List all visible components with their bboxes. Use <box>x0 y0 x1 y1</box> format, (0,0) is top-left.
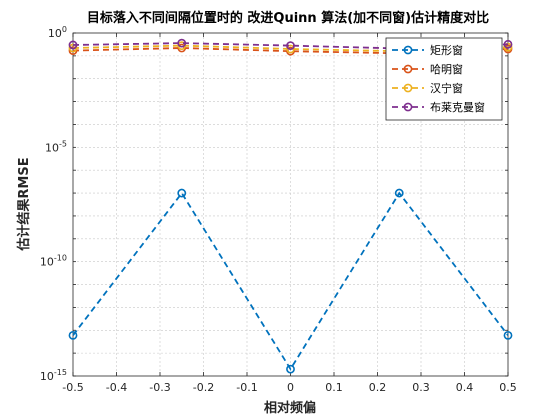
data-point <box>503 39 513 49</box>
legend-label: 汉宁窗 <box>430 81 463 95</box>
legend-swatch-marker <box>403 83 413 93</box>
x-tick-label: 0.3 <box>412 381 430 394</box>
y-tick-label: 10-10 <box>40 254 67 269</box>
legend-label: 矩形窗 <box>430 43 463 57</box>
data-point <box>68 330 78 340</box>
grid <box>73 33 508 376</box>
y-tick-labels: 100 10-5 10-10 10-15 <box>40 25 67 383</box>
series-line <box>72 191 509 371</box>
data-point <box>177 38 187 48</box>
data-point <box>394 188 404 198</box>
y-axis-label: 估计结果RMSE <box>16 157 32 251</box>
data-point <box>68 46 78 55</box>
data-point <box>503 42 513 52</box>
legend-swatch-marker <box>403 102 413 112</box>
data-point <box>286 41 295 51</box>
y-tick-label: 10-15 <box>40 368 67 383</box>
data-point <box>503 330 513 340</box>
x-tick-label: -0.2 <box>193 381 214 394</box>
x-tick-label: -0.4 <box>106 381 127 394</box>
x-tick-label: 0.5 <box>499 381 517 394</box>
data-point <box>68 40 78 50</box>
y-tick-label: 100 <box>48 25 67 40</box>
y-tick-label: 10-5 <box>45 139 67 154</box>
x-tick-label: -0.1 <box>236 381 257 394</box>
data-point <box>286 364 295 374</box>
x-tick-label: 0.2 <box>369 381 387 394</box>
data-point <box>286 44 295 54</box>
data-point <box>177 188 187 198</box>
series-1 <box>68 188 513 374</box>
legend-swatch-marker <box>403 45 413 55</box>
x-tick-label: -0.5 <box>62 381 83 394</box>
legend-swatch-marker <box>403 64 413 74</box>
legend-label: 布莱克曼窗 <box>430 100 485 114</box>
x-tick-label: 0 <box>287 381 294 394</box>
chart-title: 目标落入不同间隔位置时的 改进Quinn 算法(加不同窗)估计精度对比 <box>87 10 489 26</box>
x-tick-label: -0.3 <box>149 381 170 394</box>
legend-label: 哈明窗 <box>430 62 463 76</box>
x-tick-label: 0.4 <box>456 381 474 394</box>
x-tick-labels: -0.5 -0.4 -0.3 -0.2 -0.1 0 0.1 0.2 0.3 0.4 0.5 <box>62 381 516 394</box>
x-axis-label: 相对频偏 <box>264 400 316 416</box>
x-tick-label: 0.1 <box>325 381 343 394</box>
